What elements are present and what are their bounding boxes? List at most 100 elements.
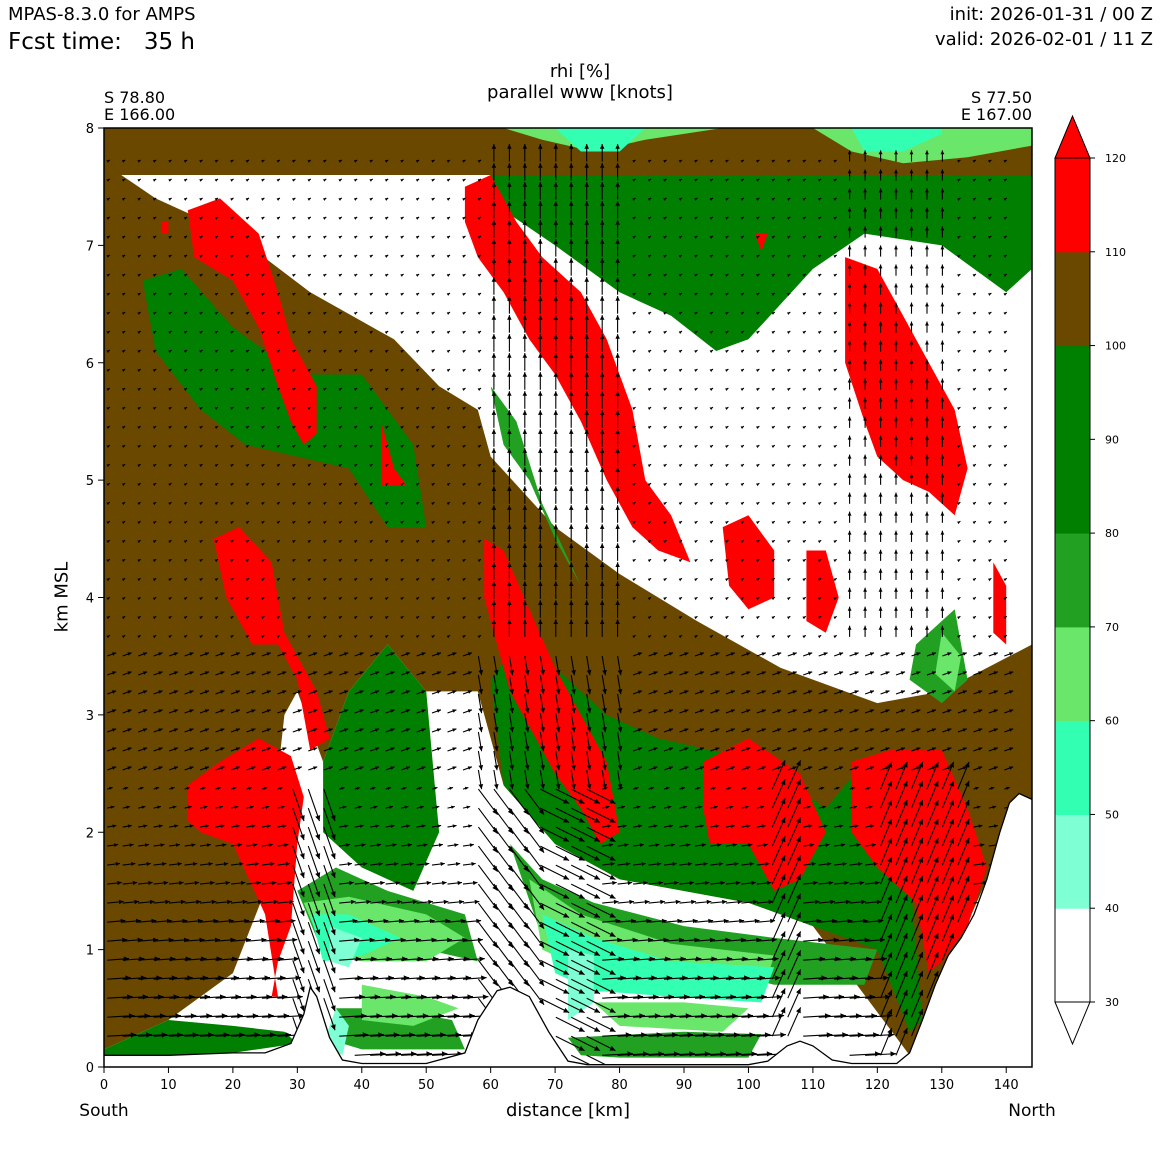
wind-vector (756, 994, 783, 1000)
wind-vector (895, 780, 908, 809)
wind-vector (462, 899, 480, 905)
wind-vector (1003, 406, 1008, 410)
wind-vector (431, 311, 435, 315)
wind-vector (941, 894, 955, 923)
wind-vector (803, 899, 820, 905)
wind-vector (323, 883, 336, 917)
wind-vector (910, 780, 924, 809)
wind-vector (925, 587, 929, 599)
wind-vector (601, 769, 607, 790)
direction-south: South (79, 1101, 129, 1121)
wind-vector (462, 747, 473, 752)
wind-vector (555, 864, 585, 880)
wind-vector (183, 178, 188, 182)
wind-vector (261, 899, 279, 905)
wind-vector (416, 1032, 446, 1038)
wind-vector (230, 178, 234, 182)
wind-vector (694, 899, 712, 905)
wind-vector (678, 349, 683, 353)
wind-vector (385, 918, 404, 924)
wind-vector (925, 321, 929, 333)
wind-vector (538, 391, 543, 409)
wind-vector (678, 330, 683, 334)
wind-vector (741, 747, 751, 752)
wind-vector (787, 387, 791, 391)
wind-vector (507, 315, 512, 333)
wind-vector (339, 994, 365, 1000)
wind-vector (895, 970, 908, 999)
wind-vector (401, 899, 418, 905)
wind-vector (878, 549, 883, 561)
wind-vector (416, 747, 426, 752)
wind-vector (725, 786, 732, 790)
wind-vector (925, 302, 929, 314)
wind-vector (894, 283, 898, 295)
wind-vector (522, 334, 528, 352)
wind-vector (895, 932, 908, 961)
wind-vector (230, 805, 239, 809)
wind-vector (138, 805, 146, 809)
colorbar-segment (1055, 908, 1090, 1003)
wind-vector (725, 843, 737, 847)
wind-vector (199, 747, 210, 752)
wind-vector (586, 769, 592, 790)
wind-vector (153, 805, 162, 809)
wind-vector (988, 444, 992, 448)
wind-vector (215, 728, 225, 733)
wind-vector (803, 805, 811, 809)
wind-vector (602, 824, 612, 828)
wind-vector (741, 786, 747, 790)
wind-vector (1004, 690, 1014, 695)
wind-vector (524, 693, 530, 714)
wind-vector (710, 824, 720, 828)
wind-vector (215, 671, 225, 676)
wind-vector (957, 780, 970, 809)
rhi-region-110 (993, 562, 1007, 645)
wind-vector (292, 709, 302, 714)
wind-vector (834, 671, 844, 676)
wind-vector (1003, 368, 1008, 372)
wind-vector (122, 671, 132, 676)
wind-vector (957, 728, 967, 733)
wind-vector (431, 918, 451, 924)
wind-vector (817, 444, 822, 448)
wind-vector (570, 902, 601, 918)
wind-vector (925, 340, 929, 352)
wind-vector (431, 824, 442, 828)
wind-vector (847, 549, 852, 561)
wind-vector (617, 899, 635, 905)
wind-vector (647, 577, 652, 582)
rhi-region-110 (213, 527, 330, 751)
wind-vector (895, 837, 908, 866)
wind-vector (925, 530, 929, 542)
x-tick-label: 140 (994, 1078, 1019, 1093)
wind-vector (787, 988, 802, 1018)
wind-vector (988, 596, 992, 601)
wind-vector (741, 1032, 771, 1038)
wind-vector (880, 1008, 893, 1037)
colorbar-tick-label: 120 (1105, 152, 1126, 165)
wind-vector (122, 766, 132, 771)
wind-vector (878, 511, 883, 523)
wind-vector (416, 899, 433, 905)
y-tick-label: 0 (86, 1061, 94, 1076)
wind-vector (725, 463, 729, 468)
wind-vector (787, 912, 802, 942)
wind-vector (694, 1032, 725, 1038)
wind-vector (988, 406, 992, 410)
wind-vector (909, 568, 914, 580)
wind-vector (354, 671, 364, 676)
y-tick-label: 2 (86, 826, 94, 841)
wind-vector (833, 482, 837, 487)
wind-vector (988, 709, 998, 714)
wind-vector (741, 899, 758, 905)
wind-vector (894, 492, 898, 504)
rhi-region-80 (323, 644, 440, 891)
wind-vector (678, 520, 683, 525)
wind-vector (865, 975, 889, 981)
wind-vector (802, 425, 807, 429)
wind-vector (415, 292, 420, 296)
wind-vector (553, 486, 558, 504)
wind-vector (849, 880, 865, 886)
wind-vector (323, 690, 333, 695)
